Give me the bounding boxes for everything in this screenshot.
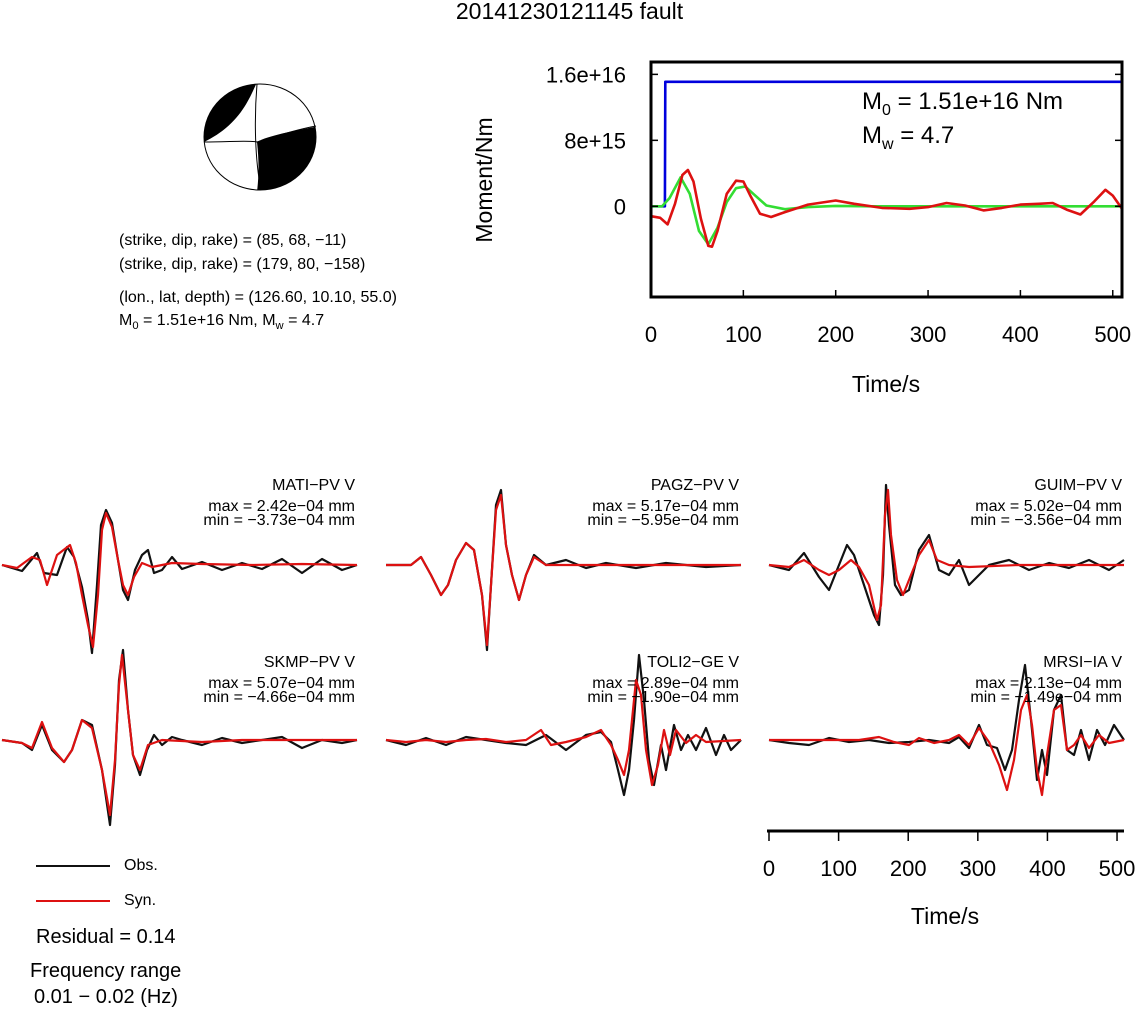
station-min: min = −3.56e−04 mm bbox=[970, 512, 1122, 529]
station-max: max = 2.42e−04 mm bbox=[208, 498, 355, 515]
station-max: max = 5.17e−04 mm bbox=[592, 498, 739, 515]
station-panel bbox=[768, 663, 1125, 797]
beachball-nodal-plane-2 bbox=[203, 125, 317, 143]
moment-xtick-label: 300 bbox=[910, 322, 947, 347]
waveform-xtick-label: 100 bbox=[820, 856, 857, 881]
station-max: max = 5.07e−04 mm bbox=[208, 675, 355, 692]
station-min: min = −1.49e−04 mm bbox=[970, 689, 1122, 706]
synthetic-trace bbox=[768, 488, 1124, 622]
station-max: max = 2.89e−04 mm bbox=[592, 675, 739, 692]
station-panel bbox=[1, 648, 358, 827]
waveform-xlabel: Time/s bbox=[911, 903, 979, 929]
moment-xtick-label: 500 bbox=[1094, 322, 1131, 347]
legend-syn-label: Syn. bbox=[124, 892, 157, 909]
moment-ytick-label: 1.6e+16 bbox=[546, 62, 626, 87]
moment-xtick-label: 200 bbox=[817, 322, 854, 347]
moment-xtick-label: 100 bbox=[725, 322, 762, 347]
observed-trace bbox=[1, 508, 358, 655]
synthetic-trace bbox=[385, 678, 742, 787]
frequency-label: Frequency range bbox=[30, 960, 182, 982]
station-name: TOLI2−GE V bbox=[647, 654, 739, 671]
station-min: min = −3.73e−04 mm bbox=[203, 512, 355, 529]
legend-obs-label: Obs. bbox=[124, 857, 158, 874]
page-title: 20141230121145 fault bbox=[455, 0, 684, 24]
moment-annotation-mw: Mw = 4.7 bbox=[862, 122, 954, 153]
waveform-xtick-label: 500 bbox=[1099, 856, 1136, 881]
moment-ytick-label: 0 bbox=[614, 194, 626, 219]
station-max: max = 2.13e−04 mm bbox=[975, 675, 1122, 692]
synthetic-trace bbox=[1, 511, 358, 649]
beachball-outline bbox=[203, 83, 317, 191]
waveform-time-axis: 0 100 200 300 400 500 Time/s bbox=[763, 829, 1136, 929]
moment-xtick-label: 0 bbox=[645, 322, 657, 347]
station-name: MATI−PV V bbox=[272, 477, 355, 494]
waveform-xtick-label: 400 bbox=[1029, 856, 1066, 881]
mechanism-plane-1: (strike, dip, rake) = (85, 68, −11) bbox=[119, 232, 347, 249]
station-min: min = −4.66e−04 mm bbox=[203, 689, 355, 706]
moment-ytick-label: 8e+15 bbox=[564, 128, 626, 153]
station-name: PAGZ−PV V bbox=[650, 477, 739, 494]
moment-xlabel: Time/s bbox=[852, 371, 920, 397]
beachball-nodal-plane-1 bbox=[254, 83, 262, 191]
mechanism-moment: M0 = 1.51e+16 Nm, Mw = 4.7 bbox=[119, 312, 325, 332]
station-panel bbox=[386, 488, 742, 652]
station-name: SKMP−PV V bbox=[263, 654, 355, 671]
legend-swatches bbox=[36, 865, 110, 902]
moment-series-2 bbox=[650, 168, 1124, 248]
synthetic-trace bbox=[1, 653, 357, 817]
station-panel bbox=[1, 508, 358, 655]
station-name: MRSI−IA V bbox=[1043, 654, 1122, 671]
moment-annotation-m0: M0 = 1.51e+16 Nm bbox=[862, 88, 1063, 119]
mechanism-plane-2: (strike, dip, rake) = (179, 80, −158) bbox=[119, 256, 366, 273]
waveform-xtick-label: 0 bbox=[763, 856, 775, 881]
station-min: min = −5.95e−04 mm bbox=[587, 512, 739, 529]
synthetic-trace bbox=[386, 493, 741, 647]
frequency-value: 0.01 − 0.02 (Hz) bbox=[34, 986, 178, 1008]
beachball-diagram bbox=[203, 83, 317, 191]
moment-ylabel: Moment/Nm bbox=[471, 117, 497, 242]
moment-xtick-label: 400 bbox=[1002, 322, 1039, 347]
station-min: min = −1.90e−04 mm bbox=[587, 689, 739, 706]
station-panel bbox=[768, 483, 1125, 627]
residual-text: Residual = 0.14 bbox=[36, 926, 176, 948]
mechanism-location: (lon., lat, depth) = (126.60, 10.10, 55.… bbox=[119, 289, 397, 306]
waveform-xtick-label: 300 bbox=[959, 856, 996, 881]
synthetic-trace bbox=[769, 693, 1125, 797]
station-panel bbox=[385, 653, 742, 797]
station-name: GUIM−PV V bbox=[1034, 477, 1122, 494]
waveform-panels bbox=[1, 483, 1125, 827]
station-max: max = 5.02e−04 mm bbox=[975, 498, 1122, 515]
waveform-xtick-label: 200 bbox=[890, 856, 927, 881]
moment-plot-frame bbox=[649, 60, 1124, 299]
